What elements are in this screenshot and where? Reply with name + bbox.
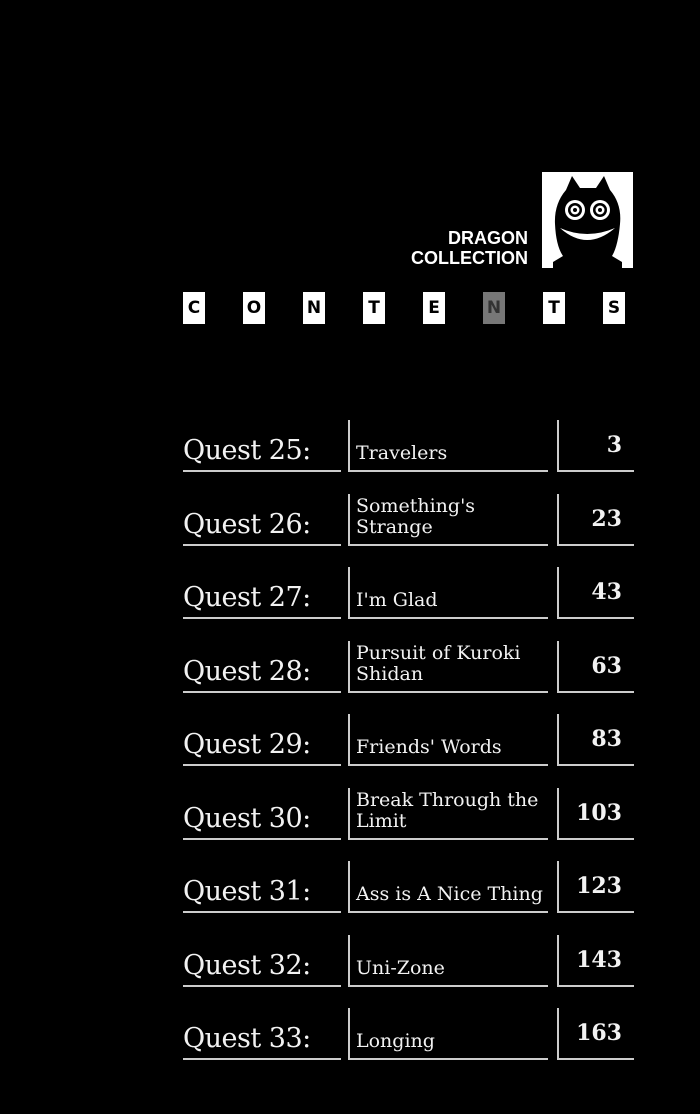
page-number-text: 43 [591, 579, 622, 605]
contents-letter: T [543, 292, 565, 324]
contents-letter: N [303, 292, 325, 324]
chapter-title-text: I'm Glad [356, 589, 438, 611]
chapter-title: Travelers [348, 420, 548, 472]
chapter-title-text: Longing [356, 1030, 435, 1052]
chapter-title-text: Something's Strange [356, 494, 476, 538]
chapter-number: Quest 31: [183, 876, 341, 913]
brand-title: DRAGON COLLECTION [411, 228, 528, 268]
chapter-number-text: Quest 30: [183, 802, 311, 834]
toc-row[interactable]: Quest 33: Longing 163 [0, 998, 700, 1060]
chapter-number: Quest 25: [183, 435, 341, 472]
page-number: 83 [557, 714, 634, 766]
page-number-text: 83 [591, 726, 622, 752]
contents-letter: E [423, 292, 445, 324]
chapter-title-text: Ass is A Nice Thing [356, 883, 543, 905]
page-number-text: 23 [591, 505, 622, 532]
page-number-text: 163 [576, 1020, 622, 1046]
chapter-number: Quest 32: [183, 950, 341, 987]
page-number: 43 [557, 567, 634, 619]
chapter-title: Friends' Words [348, 714, 548, 766]
brand-line-2: COLLECTION [411, 248, 528, 268]
chapter-number-text: Quest 32: [183, 949, 311, 981]
chapter-number: Quest 26: [183, 509, 341, 546]
toc-row[interactable]: Quest 27: I'm Glad 43 [0, 557, 700, 619]
chapter-number-text: Quest 29: [183, 729, 311, 760]
chapter-title-text: Friends' Words [356, 736, 502, 758]
chapter-title: I'm Glad [348, 567, 548, 619]
toc-row[interactable]: Quest 25: Travelers 3 [0, 410, 700, 472]
chapter-title-text: Uni-Zone [356, 956, 445, 979]
chapter-number: Quest 30: [183, 803, 341, 840]
chapter-number-text: Quest 27: [183, 582, 311, 613]
chapter-number-text: Quest 33: [183, 1023, 311, 1054]
toc-row[interactable]: Quest 26: Something's Strange 23 [0, 484, 700, 546]
chapter-number-text: Quest 31: [183, 876, 311, 907]
toc-row[interactable]: Quest 29: Friends' Words 83 [0, 704, 700, 766]
dragon-mascot-logo [542, 172, 633, 268]
page-number: 123 [557, 861, 634, 913]
chapter-number: Quest 27: [183, 582, 341, 619]
chapter-title-text: Break Through the Limit [356, 788, 539, 832]
page-number: 143 [557, 934, 634, 987]
chapter-title: Ass is A Nice Thing [348, 861, 548, 913]
chapter-title-text: Travelers [356, 442, 448, 464]
page-number-text: 143 [576, 946, 622, 973]
brand-line-1: DRAGON [448, 228, 528, 248]
page-number-text: 63 [591, 652, 622, 679]
contents-letter: S [603, 292, 625, 324]
page-number: 63 [557, 640, 634, 693]
toc-row[interactable]: Quest 31: Ass is A Nice Thing 123 [0, 851, 700, 913]
chapter-number: Quest 29: [183, 729, 341, 766]
chapter-title: Something's Strange [348, 493, 548, 546]
contents-letter: T [363, 292, 385, 324]
chapter-title-text: Pursuit of Kuroki Shidan [356, 641, 521, 685]
chapter-number-text: Quest 28: [183, 655, 311, 687]
chapter-number: Quest 33: [183, 1023, 341, 1060]
page-number: 23 [557, 493, 634, 546]
chapter-title: Uni-Zone [348, 934, 548, 987]
contents-letter: C [183, 292, 205, 324]
page-number: 103 [557, 787, 634, 840]
chapter-number-text: Quest 26: [183, 508, 311, 540]
toc-row[interactable]: Quest 30: Break Through the Limit 103 [0, 778, 700, 840]
chapter-title: Pursuit of Kuroki Shidan [348, 640, 548, 693]
page-number-text: 123 [576, 873, 622, 899]
page-number: 3 [557, 420, 634, 472]
contents-letter: O [243, 292, 265, 324]
chapter-number-text: Quest 25: [183, 435, 311, 466]
toc-row[interactable]: Quest 32: Uni-Zone 143 [0, 925, 700, 987]
toc-row[interactable]: Quest 28: Pursuit of Kuroki Shidan 63 [0, 631, 700, 693]
chapter-title: Longing [348, 1008, 548, 1060]
contents-letter: N [483, 292, 505, 324]
page-number-text: 3 [606, 432, 622, 458]
page-number-text: 103 [576, 799, 622, 826]
chapter-number: Quest 28: [183, 656, 341, 693]
page-number: 163 [557, 1008, 634, 1060]
chapter-title: Break Through the Limit [348, 787, 548, 840]
